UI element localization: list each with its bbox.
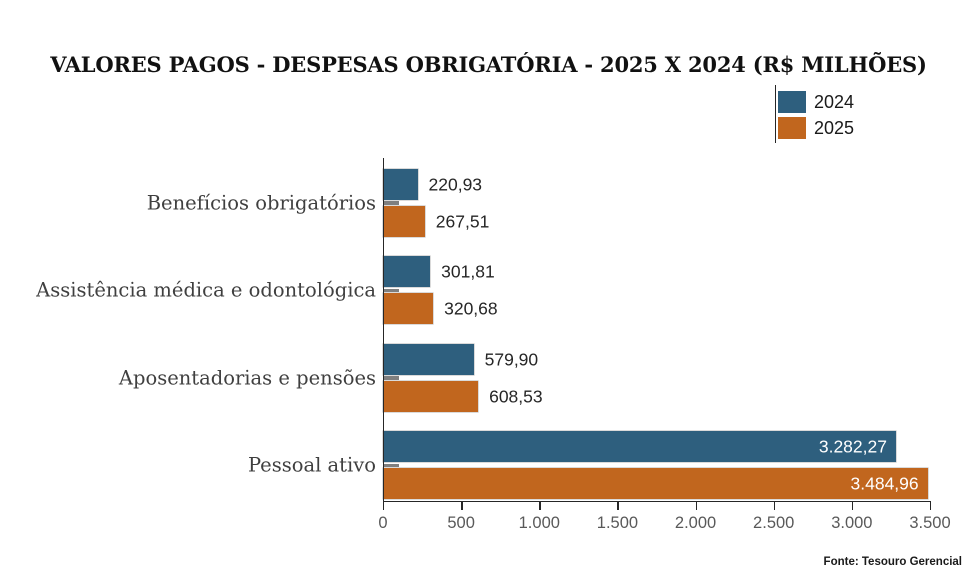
x-axis-tick-label: 3.000 (831, 514, 873, 532)
bar-2024 (383, 431, 896, 463)
category-tick-mark (383, 376, 399, 380)
value-label-2024: 301,81 (441, 261, 495, 282)
value-label-2025: 267,51 (435, 211, 490, 232)
source-note: Fonte: Tesouro Gerencial (823, 556, 962, 568)
bar-2024 (383, 169, 418, 200)
legend-swatch-2025 (778, 116, 806, 139)
legend-swatch-2024 (778, 90, 806, 113)
x-axis-tick (461, 502, 463, 510)
x-axis-tick-label: 0 (378, 514, 388, 532)
x-axis-tick-label: 500 (447, 514, 475, 532)
value-label-2025: 320,68 (444, 298, 498, 319)
legend-item-2025: 2025 (778, 116, 854, 139)
x-axis-tick-label: 3.500 (909, 514, 951, 532)
category-label: Pessoal ativo (247, 453, 376, 477)
category-label: Assistência médica e odontológica (36, 278, 376, 302)
y-axis-line (383, 158, 385, 502)
x-axis-tick (773, 502, 776, 510)
x-axis-tick (539, 502, 541, 510)
x-axis-tick (695, 502, 697, 510)
x-axis-tick (851, 502, 854, 510)
category-label: Benefícios obrigatórios (146, 191, 376, 215)
bar-2025 (383, 380, 479, 412)
x-axis-tick-label: 2.000 (674, 514, 717, 532)
x-axis-tick-label: 1.500 (596, 514, 639, 532)
x-axis-line (383, 501, 932, 503)
bar-2024 (383, 256, 431, 288)
category-label: Aposentadorias e pensões (118, 366, 376, 390)
value-label-2024: 220,93 (428, 174, 483, 195)
bar-2025 (383, 206, 425, 237)
legend-axis-line (775, 85, 777, 143)
category-tick-mark (383, 201, 399, 205)
chart-title: VALORES PAGOS - DESPESAS OBRIGATÓRIA - 2… (50, 52, 927, 77)
value-label-2025: 608,53 (489, 386, 543, 407)
bar-2025 (383, 293, 434, 325)
legend-item-2024: 2024 (778, 90, 854, 113)
x-axis-tick (930, 502, 932, 510)
x-axis-tick (383, 502, 385, 510)
category-tick-mark (383, 463, 399, 467)
value-label-2025: 3.484,96 (850, 473, 919, 494)
value-label-2024: 579,90 (484, 349, 539, 370)
x-axis-tick-label: 2.500 (753, 514, 795, 532)
legend-label-2024: 2024 (814, 91, 855, 112)
x-axis-tick-label: 1.000 (518, 514, 560, 532)
x-axis-tick (617, 502, 619, 510)
bar-2024 (383, 343, 474, 375)
bar-2025 (383, 468, 928, 500)
value-label-2024: 3.282,27 (818, 436, 887, 457)
legend-label-2025: 2025 (814, 117, 855, 138)
category-tick-mark (383, 288, 399, 293)
